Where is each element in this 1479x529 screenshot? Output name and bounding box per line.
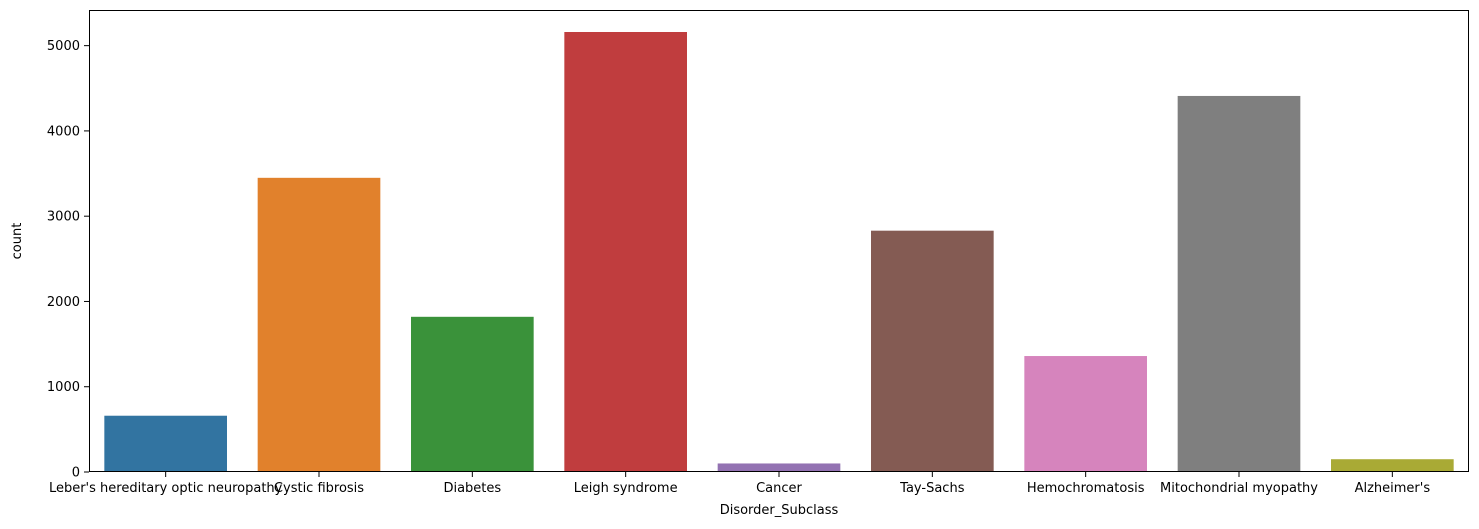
y-tick-label-2: 2000 [47,295,80,310]
bar-6 [1024,356,1147,472]
y-axis-label: count [10,223,25,260]
x-tick-label-7: Mitochondrial myopathy [1160,481,1318,496]
x-tick-label-4: Cancer [756,481,802,496]
x-tick-label-2: Diabetes [443,481,501,496]
bar-1 [257,177,381,472]
x-tick-label-5: Tay-Sachs [899,481,965,496]
y-tick-label-0: 0 [72,466,80,481]
y-axis-ticks: 0 1000 2000 3000 4000 5000 [47,39,89,481]
bar-4 [717,463,841,472]
y-tick-label-5: 5000 [47,39,80,54]
x-tick-label-0: Leber's hereditary optic neuropathy [49,481,283,496]
bar-8 [1331,459,1454,472]
y-tick-label-3: 3000 [47,210,80,225]
y-tick-label-1: 1000 [47,380,80,395]
y-tick-label-4: 4000 [47,124,80,139]
bar-5 [871,230,994,472]
bars-layer [104,32,1454,472]
x-tick-label-1: Cystic fibrosis [274,481,364,496]
bar-2 [411,316,534,472]
bar-3 [564,32,687,472]
x-tick-label-8: Alzheimer's [1355,481,1431,496]
plot-frame [89,10,1469,472]
x-axis-label: Disorder_Subclass [720,503,839,518]
bar-0 [104,415,227,472]
x-axis-ticks: Leber's hereditary optic neuropathyCysti… [49,472,1430,496]
x-tick-label-3: Leigh syndrome [574,481,678,496]
bar-7 [1177,95,1301,472]
x-tick-label-6: Hemochromatosis [1027,481,1145,496]
